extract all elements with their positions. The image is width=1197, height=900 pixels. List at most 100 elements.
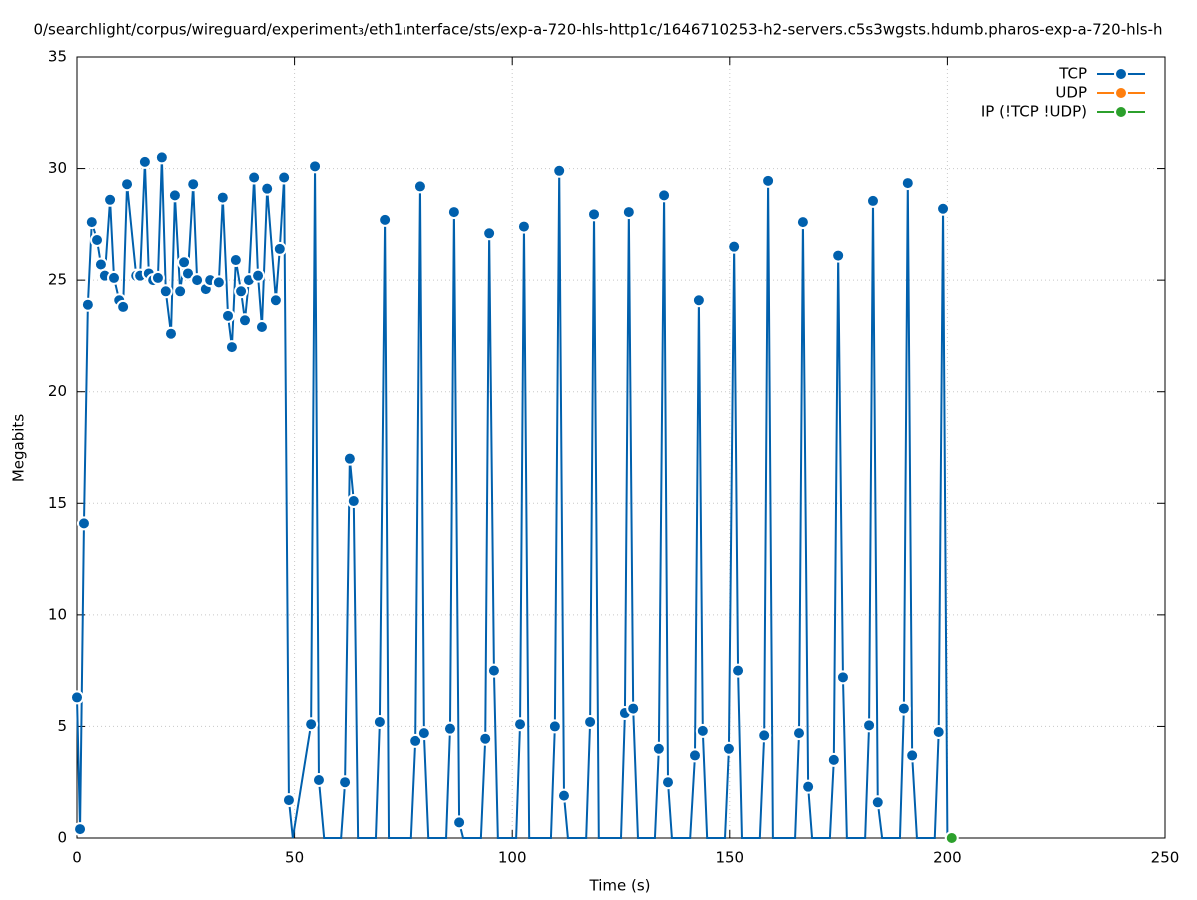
x-tick-label: 50 xyxy=(285,849,304,867)
data-point xyxy=(224,340,239,355)
data-point xyxy=(478,731,493,746)
data-point xyxy=(154,150,169,165)
series-line xyxy=(76,157,949,839)
data-point xyxy=(372,714,387,729)
data-point xyxy=(661,775,676,790)
data-point xyxy=(268,293,283,308)
data-point xyxy=(378,212,393,227)
data-point xyxy=(516,219,531,234)
legend-marker xyxy=(1114,67,1128,81)
y-axis-label: Megabits xyxy=(10,414,28,482)
legend-label: TCP xyxy=(1058,65,1087,83)
data-point xyxy=(442,721,457,736)
data-point xyxy=(862,718,877,733)
data-point xyxy=(167,188,182,203)
y-tick-label: 25 xyxy=(48,271,67,289)
data-point xyxy=(76,516,91,531)
y-tick-label: 15 xyxy=(48,494,67,512)
data-point xyxy=(211,275,226,290)
data-point xyxy=(80,297,95,312)
data-point xyxy=(896,701,911,716)
data-point xyxy=(900,176,915,191)
data-point xyxy=(727,239,742,254)
data-point xyxy=(215,190,230,205)
data-point xyxy=(342,451,357,466)
data-point xyxy=(281,793,296,808)
data-point xyxy=(556,788,571,803)
data-point xyxy=(221,308,236,323)
data-point xyxy=(931,725,946,740)
data-point xyxy=(247,170,262,185)
data-point xyxy=(277,170,292,185)
data-point xyxy=(482,226,497,241)
data-point xyxy=(180,266,195,281)
y-tick-label: 30 xyxy=(48,159,67,177)
data-point xyxy=(936,201,951,216)
y-tick-label: 10 xyxy=(48,605,67,623)
data-point xyxy=(757,728,772,743)
data-point xyxy=(150,270,165,285)
data-point xyxy=(120,177,135,192)
data-point xyxy=(251,268,266,283)
data-point xyxy=(116,299,131,314)
data-point xyxy=(944,831,959,845)
data-point xyxy=(691,293,706,308)
data-point xyxy=(260,181,275,196)
legend-label: UDP xyxy=(1055,84,1087,102)
y-tick-label: 0 xyxy=(57,829,67,847)
data-point xyxy=(90,232,105,247)
data-point xyxy=(186,177,201,192)
data-point xyxy=(106,270,121,285)
x-tick-label: 200 xyxy=(933,849,962,867)
data-point xyxy=(621,205,636,220)
x-tick-label: 100 xyxy=(498,849,527,867)
x-tick-label: 250 xyxy=(1151,849,1180,867)
data-point xyxy=(308,159,323,174)
data-point xyxy=(870,795,885,810)
data-point xyxy=(164,326,179,341)
data-point xyxy=(346,494,361,509)
data-point xyxy=(103,192,118,207)
y-tick-label: 35 xyxy=(48,48,67,66)
data-point xyxy=(173,284,188,299)
data-point xyxy=(237,313,252,328)
data-point xyxy=(801,779,816,794)
data-point xyxy=(687,748,702,763)
y-tick-label: 20 xyxy=(48,382,67,400)
x-axis-label: Time (s) xyxy=(589,877,651,895)
data-point xyxy=(228,253,243,268)
x-tick-label: 150 xyxy=(715,849,744,867)
data-point xyxy=(338,775,353,790)
data-point xyxy=(446,205,461,220)
data-point xyxy=(731,663,746,678)
data-point xyxy=(721,741,736,756)
data-point xyxy=(70,690,84,705)
y-tick-label: 5 xyxy=(57,717,67,735)
data-point xyxy=(513,717,528,732)
data-point xyxy=(234,284,249,299)
data-point xyxy=(254,320,269,335)
data-point xyxy=(486,663,501,678)
data-point xyxy=(190,273,205,288)
data-point xyxy=(547,719,562,734)
legend-marker xyxy=(1114,105,1128,119)
data-point xyxy=(795,215,810,230)
data-point xyxy=(552,163,567,178)
data-point xyxy=(416,726,431,741)
data-point xyxy=(657,188,672,203)
data-point xyxy=(304,717,319,732)
data-point xyxy=(865,193,880,208)
legend-marker xyxy=(1114,86,1128,100)
chart-title: 0/searchlight/corpus/wireguard/experimen… xyxy=(33,21,1162,39)
data-point xyxy=(158,284,173,299)
data-point xyxy=(137,154,152,169)
data-point xyxy=(761,173,776,188)
data-point xyxy=(73,822,88,837)
data-point xyxy=(311,772,326,787)
data-point xyxy=(905,748,920,763)
data-point xyxy=(831,248,846,263)
data-point xyxy=(791,726,806,741)
data-point xyxy=(695,723,710,738)
data-point xyxy=(408,733,423,748)
